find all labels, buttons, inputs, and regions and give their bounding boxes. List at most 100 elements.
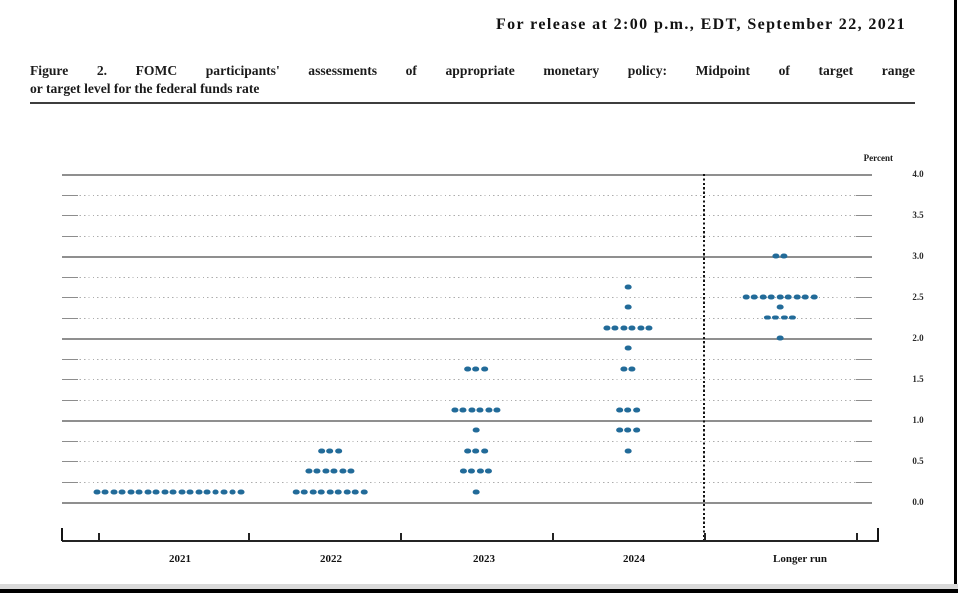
x-axis-line bbox=[62, 540, 879, 542]
gridline-right-cap bbox=[856, 276, 872, 278]
gridline-left-cap bbox=[62, 276, 78, 278]
projection-dot bbox=[611, 325, 619, 331]
projection-dot bbox=[459, 468, 467, 474]
projection-dot bbox=[322, 468, 330, 474]
gridline-dotted bbox=[62, 194, 872, 196]
gridline-right-cap bbox=[856, 235, 872, 237]
projection-dot bbox=[335, 489, 342, 495]
gridline-solid bbox=[62, 256, 872, 258]
projection-dot bbox=[352, 489, 359, 495]
dot-cluster bbox=[451, 407, 501, 413]
projection-dot bbox=[305, 468, 313, 474]
projection-dot bbox=[628, 325, 636, 331]
projection-dot bbox=[628, 366, 636, 372]
gridline-right-cap bbox=[856, 358, 872, 360]
projection-dot bbox=[624, 284, 632, 290]
gridline-left-cap bbox=[62, 317, 78, 319]
projection-dot bbox=[624, 304, 632, 310]
dot-cluster bbox=[763, 315, 797, 320]
projection-dot bbox=[292, 489, 300, 495]
gridline-solid bbox=[62, 338, 872, 340]
x-axis-tick bbox=[552, 533, 554, 540]
dot-cluster bbox=[292, 489, 368, 495]
projection-dot bbox=[476, 407, 484, 413]
gridline-dotted bbox=[62, 215, 872, 217]
projection-dot bbox=[464, 366, 471, 372]
projection-dot bbox=[633, 427, 640, 433]
dot-cluster bbox=[93, 489, 245, 495]
gridline-left-cap bbox=[62, 440, 78, 442]
projection-dot bbox=[237, 489, 245, 495]
dot-cluster bbox=[459, 468, 493, 474]
gridline-dotted bbox=[62, 461, 872, 463]
projection-dot bbox=[464, 448, 471, 454]
gridline-right-cap bbox=[856, 297, 872, 299]
gridline-left-cap bbox=[62, 358, 78, 360]
gridline-left-cap bbox=[62, 481, 78, 483]
dot-cluster bbox=[616, 427, 640, 433]
projection-dot bbox=[313, 468, 321, 474]
dot-cluster bbox=[464, 448, 488, 454]
projection-dot bbox=[751, 294, 758, 300]
projection-dot bbox=[459, 407, 467, 413]
figure-title-line1: Figure 2. FOMC participants' assessments… bbox=[30, 63, 915, 78]
y-tick-label: 4.0 bbox=[912, 169, 924, 179]
y-tick-label: 1.5 bbox=[912, 374, 924, 384]
gridline-solid bbox=[62, 502, 872, 504]
projection-dot bbox=[616, 407, 623, 413]
projection-dot bbox=[161, 489, 169, 495]
gridline-dotted bbox=[62, 235, 872, 237]
projection-dot bbox=[212, 489, 220, 495]
projection-dot bbox=[102, 489, 109, 495]
x-axis-label: 2022 bbox=[320, 553, 342, 565]
projection-dot bbox=[810, 294, 818, 300]
x-axis-label: Longer run bbox=[773, 553, 827, 565]
projection-dot bbox=[186, 489, 194, 495]
projection-dot bbox=[93, 489, 101, 495]
x-axis-label: 2024 bbox=[623, 553, 645, 565]
x-axis-label: 2023 bbox=[473, 553, 495, 565]
gridline-left-cap bbox=[62, 215, 78, 217]
gridline-right-cap bbox=[856, 481, 872, 483]
dot-cluster bbox=[776, 335, 784, 341]
y-tick-label: 2.0 bbox=[912, 333, 924, 343]
projection-dot bbox=[472, 448, 480, 454]
projection-dot bbox=[152, 489, 160, 495]
projection-dot bbox=[169, 489, 177, 495]
projection-dot bbox=[309, 489, 317, 495]
y-axis-unit-label: Percent bbox=[863, 153, 893, 163]
projection-dot bbox=[620, 366, 628, 372]
projection-dot bbox=[229, 489, 236, 495]
gridline-left-cap bbox=[62, 461, 78, 463]
dot-cluster bbox=[772, 253, 788, 259]
dot-cluster bbox=[464, 366, 488, 372]
page-bottom-strip bbox=[0, 584, 958, 589]
projection-dot bbox=[772, 253, 780, 259]
projection-dot bbox=[481, 448, 488, 454]
projection-dot bbox=[793, 294, 801, 300]
projection-dot bbox=[110, 489, 118, 495]
dot-cluster bbox=[318, 448, 342, 454]
dot-cluster bbox=[620, 366, 636, 372]
dot-cluster bbox=[305, 468, 355, 474]
projection-dot bbox=[776, 304, 784, 310]
projection-dot bbox=[785, 294, 792, 300]
dot-cluster bbox=[472, 489, 480, 495]
x-axis-end-bracket bbox=[877, 528, 880, 541]
y-tick-label: 3.0 bbox=[912, 251, 924, 261]
projection-dot bbox=[485, 407, 493, 413]
projection-dot bbox=[347, 468, 355, 474]
gridline-right-cap bbox=[856, 215, 872, 217]
gridline-right-cap bbox=[856, 379, 872, 381]
gridline-left-cap bbox=[62, 399, 78, 401]
projection-dot bbox=[485, 468, 493, 474]
projection-dot bbox=[318, 448, 325, 454]
gridline-right-cap bbox=[856, 317, 872, 319]
gridline-solid bbox=[62, 420, 872, 422]
projection-dot bbox=[763, 315, 771, 320]
gridline-right-cap bbox=[856, 461, 872, 463]
projection-dot bbox=[624, 427, 632, 433]
dot-cluster bbox=[624, 284, 632, 290]
projection-dot bbox=[360, 489, 368, 495]
